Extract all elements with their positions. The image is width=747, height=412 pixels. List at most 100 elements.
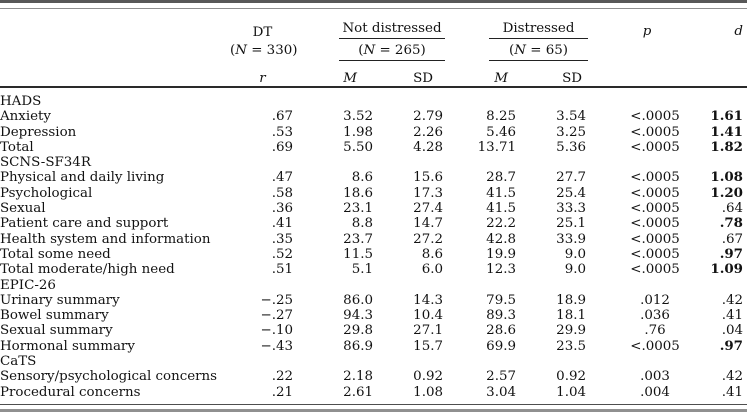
cell-d: 1.82 bbox=[710, 138, 743, 155]
cell-m2: 8.25 bbox=[486, 109, 516, 125]
header-row-stats: r M SD M SD bbox=[0, 61, 747, 87]
cell-d: .42 bbox=[721, 292, 743, 308]
cell-sd1: 10.4 bbox=[413, 308, 443, 324]
cell-sd2: 33.9 bbox=[556, 231, 586, 247]
cell-p: .004 bbox=[640, 384, 670, 400]
cell-m2: 41.5 bbox=[486, 201, 516, 217]
section-row: CaTS bbox=[0, 354, 747, 369]
data-row: Bowel summary −.27 94.3 10.4 89.3 18.1 .036 .41 bbox=[0, 308, 747, 323]
data-row: Health system and information .35 23.7 27.2… bbox=[0, 232, 747, 247]
data-row: Total .69 5.50 4.28 13.71 5.36 <.0005 1.82 bbox=[0, 138, 747, 155]
data-row: Depression .53 1.98 2.26 5.46 3.25 <.0005 1.41 bbox=[0, 123, 747, 140]
col-r-header: r bbox=[259, 70, 266, 86]
row-label: Psychological bbox=[0, 185, 93, 201]
cell-r: .53 bbox=[271, 124, 293, 140]
row-label: Total moderate/high need bbox=[0, 262, 175, 278]
cell-r: −.43 bbox=[260, 338, 293, 354]
cell-sd2: 18.1 bbox=[556, 308, 586, 324]
cell-sd2: 9.0 bbox=[564, 246, 586, 262]
row-label: Sexual summary bbox=[0, 323, 113, 339]
cell-d: 1.41 bbox=[710, 123, 743, 140]
data-row: Anxiety .67 3.52 2.79 8.25 3.54 <.0005 1.61 bbox=[0, 108, 747, 125]
cell-m1: 23.1 bbox=[343, 201, 373, 217]
cell-r: .22 bbox=[271, 369, 293, 385]
col-sd1-header: SD bbox=[413, 70, 433, 86]
col-dt-header: DT (N = 330) bbox=[230, 9, 297, 61]
cell-sd1: 27.4 bbox=[413, 201, 443, 217]
cell-sd1: 6.0 bbox=[421, 262, 443, 278]
cell-r: −.27 bbox=[260, 308, 293, 324]
cell-m2: 13.71 bbox=[477, 139, 516, 155]
cell-m2: 2.57 bbox=[486, 369, 516, 385]
col-m1-header: M bbox=[343, 70, 357, 86]
data-row: Urinary summary −.25 86.0 14.3 79.5 18.9 .012.… bbox=[0, 293, 747, 308]
cell-sd1: 2.79 bbox=[413, 109, 443, 125]
distress-statistics-table: DT (N = 330) Not distressed Distressed p… bbox=[0, 9, 747, 400]
data-row: Psychological .58 18.6 17.3 41.5 25.4 <.0005 1.… bbox=[0, 184, 747, 201]
cell-p: <.0005 bbox=[630, 185, 680, 201]
cell-d: .78 bbox=[719, 215, 743, 232]
cell-r: .41 bbox=[271, 216, 293, 232]
table-top-rule bbox=[0, 0, 747, 9]
dt-label: DT bbox=[252, 25, 273, 40]
col-group-distressed: Distressed bbox=[445, 9, 588, 39]
cell-p: .036 bbox=[640, 308, 670, 324]
not-distressed-label: Not distressed bbox=[339, 21, 445, 39]
cell-r: −.10 bbox=[260, 323, 293, 339]
header-row-sample-sizes: (N = 265) (N = 65) bbox=[0, 39, 747, 61]
cell-sd1: 15.6 bbox=[413, 170, 443, 186]
data-row: Total moderate/high need .51 5.1 6.0 12.3 9.0… bbox=[0, 261, 747, 278]
cell-m1: 2.18 bbox=[343, 369, 373, 385]
cell-sd2: 23.5 bbox=[556, 338, 586, 354]
cell-m1: 86.0 bbox=[343, 292, 373, 308]
cell-m2: 42.8 bbox=[486, 231, 516, 247]
row-label: Sensory/psychological concerns bbox=[0, 369, 218, 385]
row-label: Patient care and support bbox=[0, 216, 169, 232]
header-row-groups: DT (N = 330) Not distressed Distressed p… bbox=[0, 9, 747, 58]
row-label: Procedural concerns bbox=[0, 384, 141, 400]
col-d-header: d bbox=[734, 24, 743, 39]
cell-m2: 28.6 bbox=[486, 323, 516, 339]
data-row: Sexual summary −.10 29.8 27.1 28.6 29.9 .76 .04 bbox=[0, 323, 747, 338]
cell-sd2: 33.3 bbox=[556, 201, 586, 217]
cell-p: <.0005 bbox=[630, 246, 680, 262]
row-label: Physical and daily living bbox=[0, 170, 165, 186]
cell-p: <.0005 bbox=[630, 338, 680, 354]
cell-m1: 5.50 bbox=[343, 139, 373, 155]
cell-p: <.0005 bbox=[630, 139, 680, 155]
cell-r: .52 bbox=[271, 246, 293, 262]
cell-r: .47 bbox=[271, 170, 293, 186]
cell-sd1: 2.26 bbox=[413, 124, 443, 140]
section-label: EPIC-26 bbox=[0, 277, 56, 293]
section-row: EPIC-26 bbox=[0, 278, 747, 293]
row-label: Health system and information bbox=[0, 231, 211, 247]
cell-m1: 94.3 bbox=[343, 308, 373, 324]
cell-sd1: 14.3 bbox=[413, 292, 443, 308]
not-distressed-sample-size: (N = 265) bbox=[295, 39, 445, 61]
cell-d: .97 bbox=[719, 337, 743, 354]
cell-d: .04 bbox=[721, 323, 743, 339]
cell-m1: 3.52 bbox=[343, 109, 373, 125]
cell-d: .67 bbox=[721, 231, 743, 247]
cell-d: .41 bbox=[721, 308, 743, 324]
data-row: Sexual .36 23.1 27.4 41.5 33.3 <.0005 .64 bbox=[0, 201, 747, 216]
cell-m1: 8.8 bbox=[351, 216, 373, 232]
row-label: Bowel summary bbox=[0, 308, 109, 324]
section-label: CaTS bbox=[0, 354, 37, 370]
cell-sd2: 3.54 bbox=[556, 109, 586, 125]
cell-m2: 79.5 bbox=[486, 292, 516, 308]
row-label: Total some need bbox=[0, 246, 111, 262]
cell-m1: 86.9 bbox=[343, 338, 373, 354]
data-row: Physical and daily living .47 8.6 15.6 28.7 2… bbox=[0, 170, 747, 186]
cell-d: 1.09 bbox=[710, 261, 743, 278]
cell-p: .012 bbox=[640, 292, 670, 308]
data-row: Procedural concerns .21 2.61 1.08 3.04 1.04 .0… bbox=[0, 385, 747, 400]
cell-r: .67 bbox=[271, 109, 293, 125]
cell-sd1: 14.7 bbox=[413, 216, 443, 232]
section-row: HADS bbox=[0, 87, 747, 109]
data-row: Total some need .52 11.5 8.6 19.9 9.0 <.0005 .9… bbox=[0, 246, 747, 262]
cell-r: −.25 bbox=[260, 292, 293, 308]
cell-d: 1.20 bbox=[710, 184, 743, 201]
cell-m1: 18.6 bbox=[343, 185, 373, 201]
cell-m2: 89.3 bbox=[486, 308, 516, 324]
